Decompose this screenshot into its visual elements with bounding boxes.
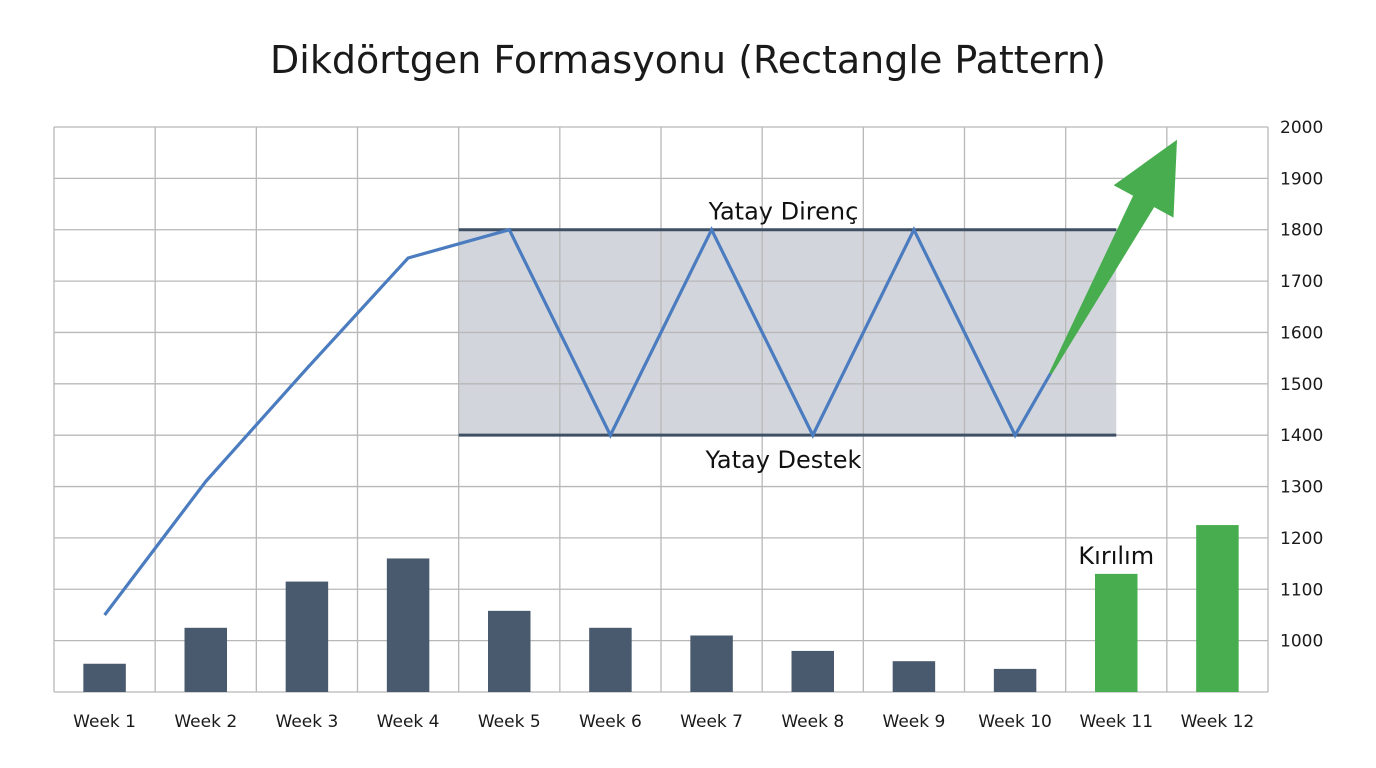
x-tick-label: Week 6 <box>579 712 642 732</box>
x-tick-label: Week 1 <box>73 712 136 732</box>
axis-labels: Week 1 Week 2 Week 3 Week 4 Week 5 Week 6 Week… <box>73 118 1323 732</box>
y-tick-label: 1600 <box>1280 323 1323 343</box>
y-tick-label: 1800 <box>1280 221 1323 241</box>
x-tick-label: Week 7 <box>680 712 743 732</box>
y-tick-label: 1900 <box>1280 169 1323 189</box>
volume-bar-10 <box>993 668 1037 692</box>
volume-bar-11 <box>1095 573 1138 692</box>
breakout-arrow <box>1049 139 1177 375</box>
chart-title: Dikdörtgen Formasyonu (Rectangle Pattern… <box>270 38 1106 82</box>
volume-bar-8 <box>791 650 834 692</box>
x-tick-label: Week 4 <box>377 712 440 732</box>
x-tick-label: Week 3 <box>276 712 339 732</box>
y-tick-label: 1500 <box>1280 375 1323 395</box>
volume-bar-5 <box>488 610 531 692</box>
volume-bar-9 <box>892 661 936 692</box>
breakout-label: Kırılım <box>1078 542 1154 570</box>
volume-bars <box>83 525 1239 692</box>
x-tick-label: Week 2 <box>174 712 237 732</box>
volume-bar-4 <box>386 558 430 692</box>
y-tick-label: 1300 <box>1280 478 1323 498</box>
x-tick-label: Week 5 <box>478 712 541 732</box>
y-tick-label: 1100 <box>1280 580 1323 600</box>
price-series <box>103 139 1177 616</box>
x-tick-label: Week 11 <box>1079 712 1153 732</box>
x-tick-label: Week 12 <box>1181 712 1255 732</box>
y-tick-label: 1700 <box>1280 272 1323 292</box>
annotations: Yatay Direnç Yatay Destek Kırılım <box>705 198 1155 570</box>
resistance-label: Yatay Direnç <box>708 198 859 226</box>
y-tick-label: 1200 <box>1280 529 1323 549</box>
x-tick-label: Week 9 <box>883 712 946 732</box>
x-tick-label: Week 10 <box>978 712 1052 732</box>
volume-bar-3 <box>285 581 329 692</box>
volume-bar-12 <box>1196 525 1239 692</box>
price-line <box>103 226 1052 616</box>
support-label: Yatay Destek <box>705 446 862 474</box>
volume-bar-1 <box>83 663 126 692</box>
volume-bar-2 <box>184 627 227 692</box>
y-tick-label: 2000 <box>1280 118 1323 138</box>
volume-bar-6 <box>589 627 632 692</box>
x-tick-label: Week 8 <box>781 712 844 732</box>
volume-bar-7 <box>690 635 733 692</box>
y-tick-label: 1400 <box>1280 426 1323 446</box>
y-tick-label: 1000 <box>1280 632 1323 652</box>
